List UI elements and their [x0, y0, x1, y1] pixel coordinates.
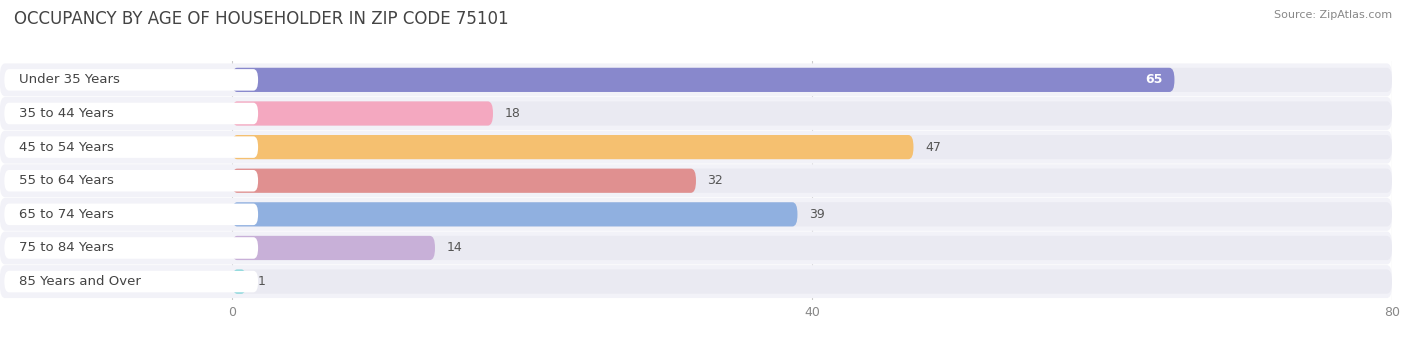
Text: 65: 65	[1146, 73, 1163, 86]
Text: Under 35 Years: Under 35 Years	[18, 73, 120, 86]
FancyBboxPatch shape	[0, 232, 1392, 264]
FancyBboxPatch shape	[232, 68, 1174, 92]
FancyBboxPatch shape	[232, 68, 1392, 92]
FancyBboxPatch shape	[232, 202, 797, 226]
Text: 75 to 84 Years: 75 to 84 Years	[18, 241, 114, 254]
Text: 14: 14	[447, 241, 463, 254]
FancyBboxPatch shape	[0, 265, 1392, 298]
Text: 85 Years and Over: 85 Years and Over	[18, 275, 141, 288]
FancyBboxPatch shape	[0, 97, 1392, 130]
FancyBboxPatch shape	[4, 136, 259, 158]
Text: 45 to 54 Years: 45 to 54 Years	[18, 140, 114, 153]
Text: Source: ZipAtlas.com: Source: ZipAtlas.com	[1274, 10, 1392, 20]
FancyBboxPatch shape	[232, 101, 1392, 125]
Text: 39: 39	[808, 208, 825, 221]
FancyBboxPatch shape	[0, 164, 1392, 197]
FancyBboxPatch shape	[4, 103, 259, 124]
FancyBboxPatch shape	[232, 269, 1392, 294]
Text: 65 to 74 Years: 65 to 74 Years	[18, 208, 114, 221]
FancyBboxPatch shape	[232, 135, 1392, 159]
FancyBboxPatch shape	[4, 69, 259, 91]
FancyBboxPatch shape	[0, 131, 1392, 164]
FancyBboxPatch shape	[232, 202, 1392, 226]
FancyBboxPatch shape	[232, 169, 1392, 193]
FancyBboxPatch shape	[232, 269, 246, 294]
Text: OCCUPANCY BY AGE OF HOUSEHOLDER IN ZIP CODE 75101: OCCUPANCY BY AGE OF HOUSEHOLDER IN ZIP C…	[14, 10, 509, 28]
FancyBboxPatch shape	[232, 101, 494, 125]
Text: 1: 1	[259, 275, 266, 288]
Text: 55 to 64 Years: 55 to 64 Years	[18, 174, 114, 187]
Text: 47: 47	[925, 140, 941, 153]
FancyBboxPatch shape	[0, 198, 1392, 231]
Text: 18: 18	[505, 107, 520, 120]
Text: 32: 32	[707, 174, 723, 187]
Text: 35 to 44 Years: 35 to 44 Years	[18, 107, 114, 120]
FancyBboxPatch shape	[4, 204, 259, 225]
FancyBboxPatch shape	[4, 170, 259, 192]
FancyBboxPatch shape	[0, 63, 1392, 97]
FancyBboxPatch shape	[4, 237, 259, 259]
FancyBboxPatch shape	[232, 236, 1392, 260]
FancyBboxPatch shape	[232, 135, 914, 159]
FancyBboxPatch shape	[4, 271, 259, 292]
FancyBboxPatch shape	[232, 169, 696, 193]
FancyBboxPatch shape	[232, 236, 434, 260]
